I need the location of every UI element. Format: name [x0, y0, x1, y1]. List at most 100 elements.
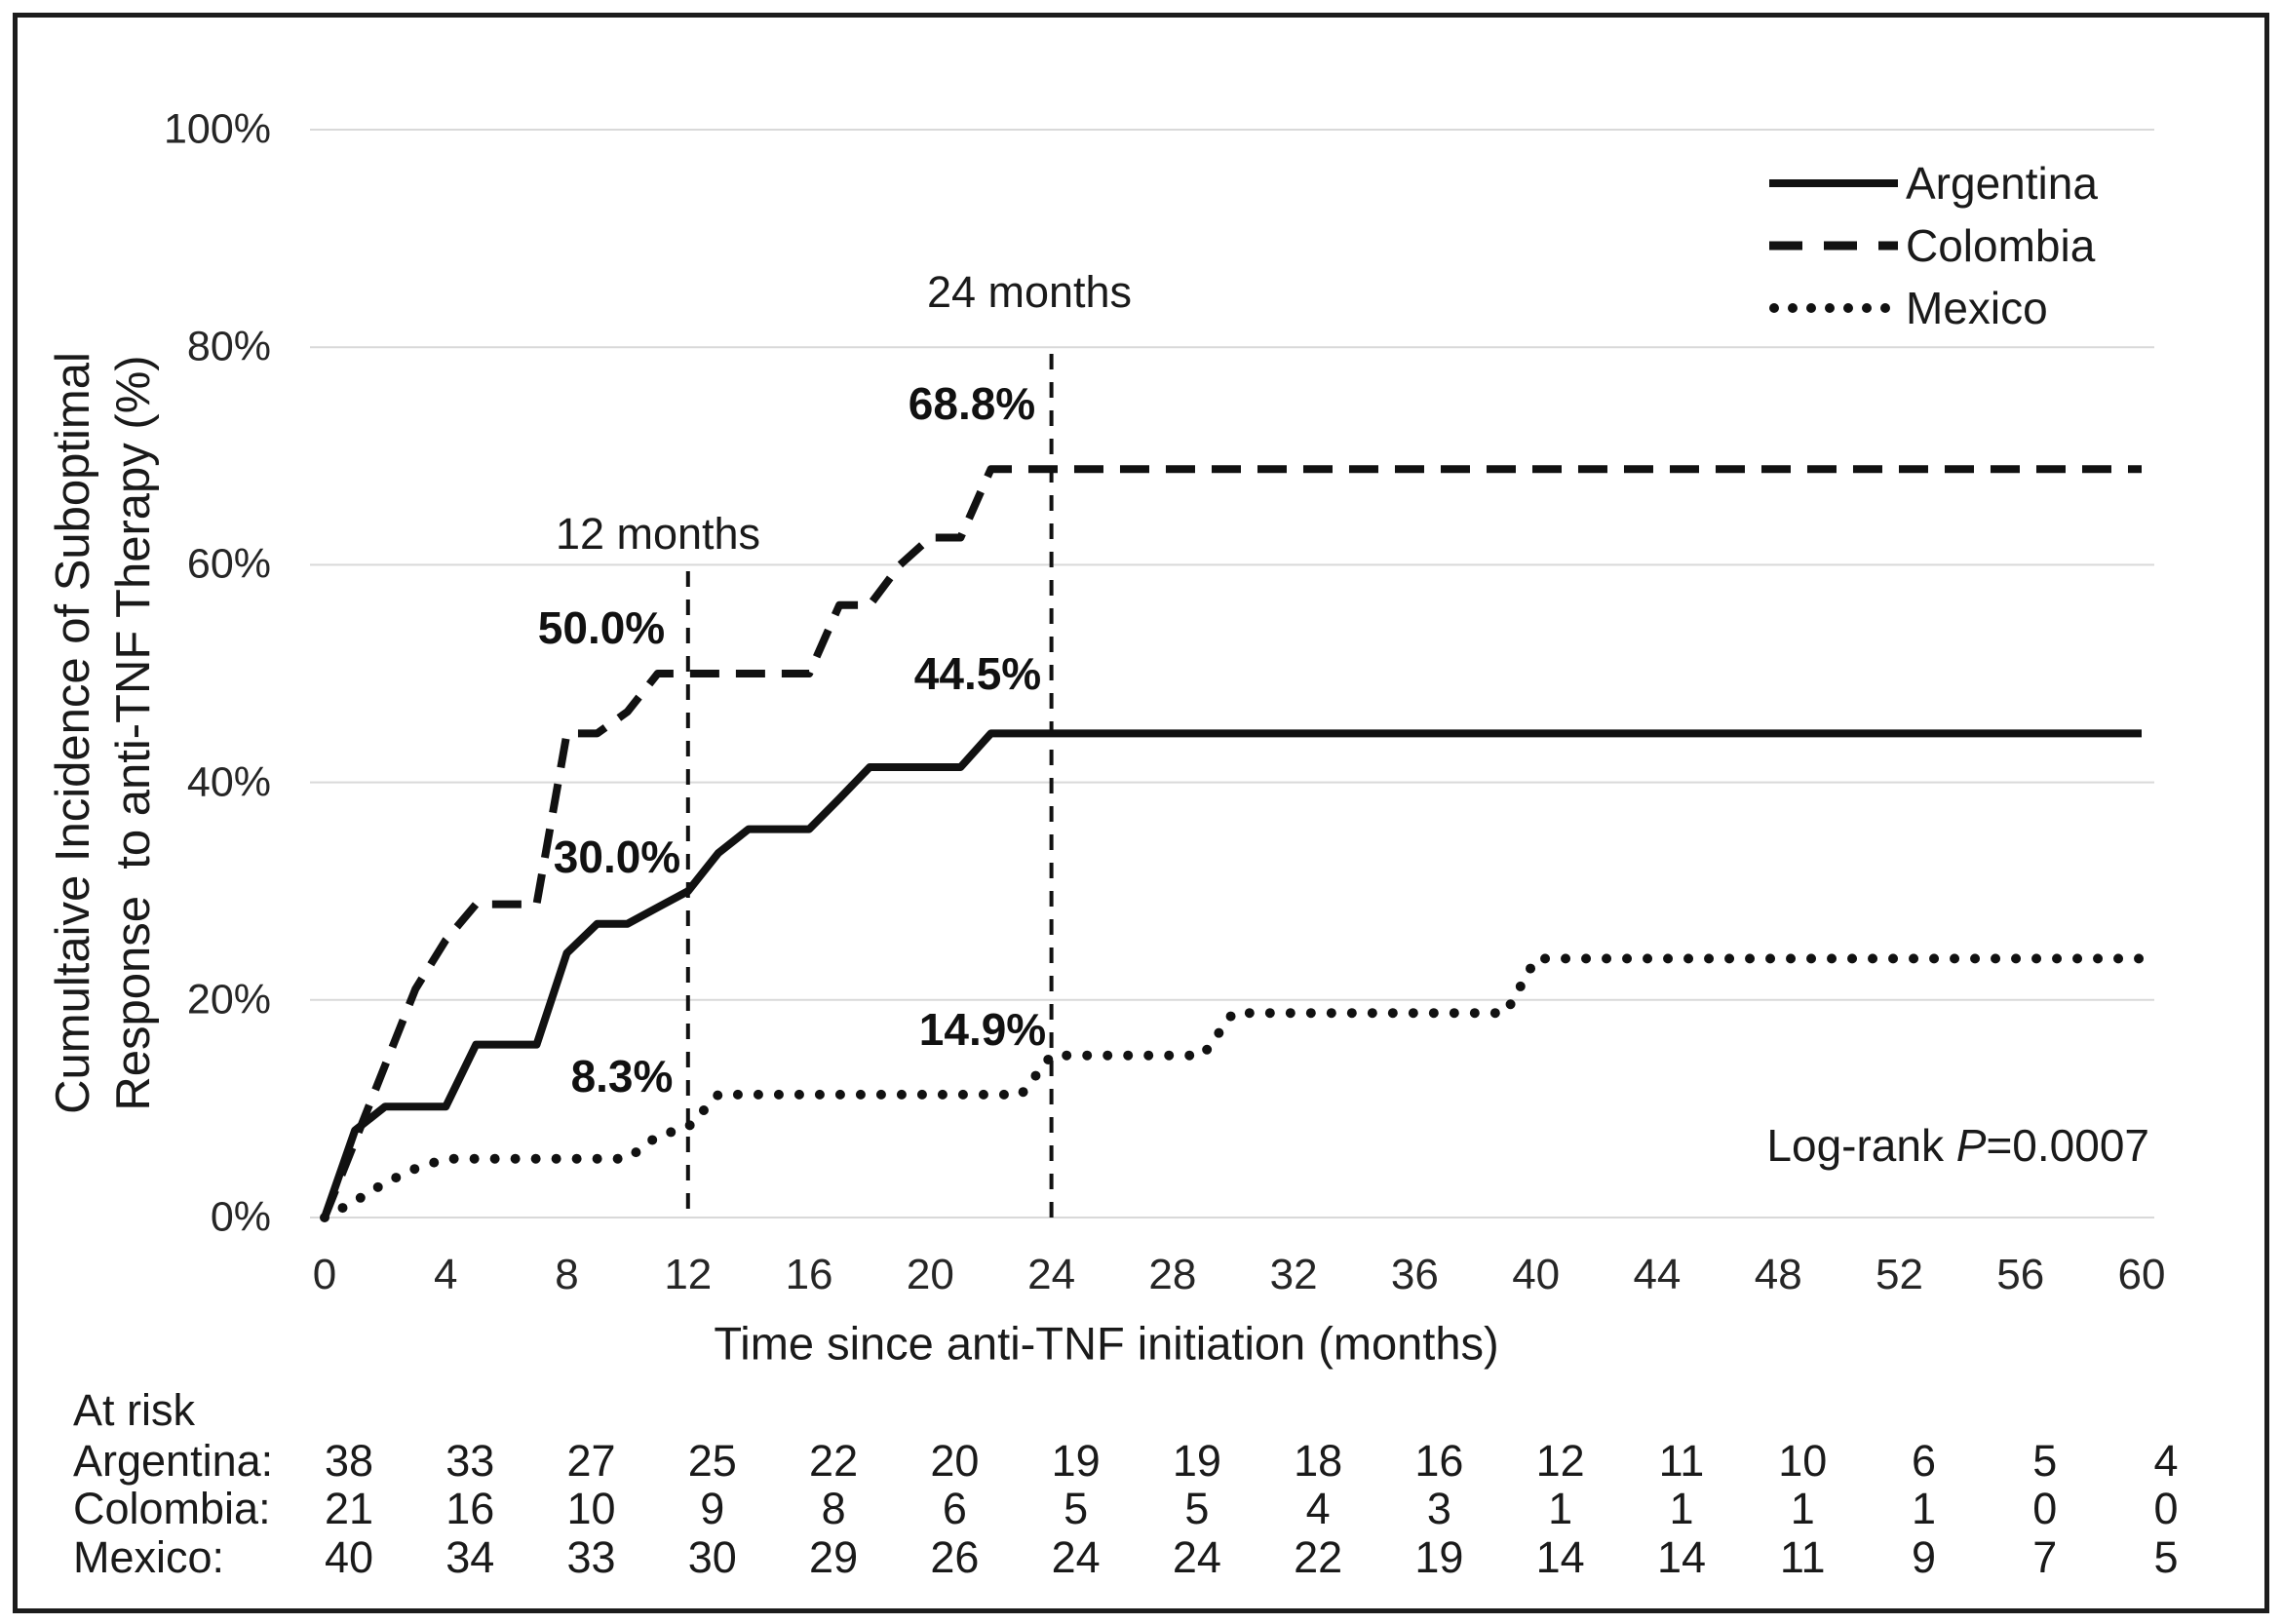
- x-tick-label-52: 52: [1875, 1251, 1923, 1298]
- at-risk-value-mexico-m8: 33: [566, 1532, 616, 1582]
- solid-line-icon: [1769, 179, 1898, 187]
- at-risk-value-argentina-m44: 11: [1658, 1436, 1705, 1486]
- y-tick-label-100: 100%: [164, 105, 271, 153]
- at-risk-value-argentina-m56: 5: [2032, 1436, 2058, 1486]
- at-risk-value-colombia-m52: 1: [1911, 1484, 1937, 1533]
- x-tick-label-12: 12: [664, 1251, 713, 1298]
- y-tick-label-80: 80%: [186, 323, 271, 370]
- at-risk-value-colombia-m24: 5: [1064, 1484, 1089, 1533]
- at-risk-value-mexico-m28: 24: [1172, 1532, 1221, 1582]
- legend-label: Mexico: [1906, 283, 2048, 333]
- at-risk-value-mexico-m44: 14: [1656, 1532, 1706, 1582]
- at-risk-value-colombia-m12: 9: [700, 1484, 725, 1533]
- at-risk-value-argentina-m32: 18: [1294, 1436, 1343, 1486]
- curve-mexico: [320, 953, 2147, 1222]
- at-risk-value-colombia-m16: 8: [821, 1484, 846, 1533]
- x-tick-label-40: 40: [1512, 1251, 1561, 1298]
- at-risk-value-argentina-m52: 6: [1911, 1436, 1937, 1486]
- legend-item-colombia: Colombia: [1769, 214, 2098, 277]
- y-tick-label-60: 60%: [186, 540, 271, 588]
- annotation-mexico-24mo: 14.9%: [918, 1004, 1047, 1055]
- annotation-colombia-24mo: 68.8%: [908, 378, 1036, 429]
- legend-item-argentina: Argentina: [1769, 152, 2098, 214]
- at-risk-value-argentina-m60: 4: [2153, 1436, 2179, 1486]
- at-risk-title: At risk: [73, 1385, 196, 1435]
- at-risk-value-argentina-m40: 12: [1535, 1436, 1585, 1486]
- at-risk-value-mexico-m4: 34: [445, 1532, 495, 1582]
- at-risk-value-mexico-m0: 40: [324, 1532, 374, 1582]
- dashed-line-icon: [1769, 241, 1898, 251]
- x-tick-label-32: 32: [1269, 1251, 1318, 1298]
- legend-label: Colombia: [1906, 220, 2096, 271]
- annotation-argentina-12mo: 30.0%: [553, 831, 681, 882]
- legend-item-mexico: Mexico: [1769, 277, 2098, 339]
- at-risk-value-mexico-m60: 5: [2153, 1532, 2179, 1582]
- at-risk-value-colombia-m28: 5: [1184, 1484, 1210, 1533]
- at-risk-value-argentina-m28: 19: [1172, 1436, 1221, 1486]
- at-risk-value-argentina-m4: 33: [445, 1436, 495, 1486]
- at-risk-value-colombia-m20: 6: [942, 1484, 967, 1533]
- log-rank-p-symbol: P: [1955, 1120, 1987, 1171]
- x-tick-label-4: 4: [434, 1251, 458, 1298]
- at-risk-value-mexico-m16: 29: [809, 1532, 859, 1582]
- at-risk-value-mexico-m20: 26: [930, 1532, 980, 1582]
- curve-colombia: [321, 465, 2142, 1219]
- at-risk-value-colombia-m32: 4: [1305, 1484, 1331, 1533]
- at-risk-value-colombia-m60: 0: [2153, 1484, 2179, 1533]
- at-risk-value-colombia-m56: 0: [2032, 1484, 2058, 1533]
- at-risk-value-argentina-m0: 38: [324, 1436, 374, 1486]
- reference-line-label-12-months: 12 months: [555, 509, 761, 559]
- at-risk-value-mexico-m48: 11: [1779, 1532, 1826, 1582]
- x-tick-label-28: 28: [1148, 1251, 1197, 1298]
- legend: Argentina Colombia Mexico: [1769, 152, 2098, 339]
- at-risk-value-colombia-m36: 3: [1426, 1484, 1451, 1533]
- x-tick-label-0: 0: [312, 1251, 337, 1298]
- at-risk-value-mexico-m24: 24: [1051, 1532, 1101, 1582]
- x-tick-label-44: 44: [1633, 1251, 1682, 1298]
- at-risk-value-argentina-m12: 25: [687, 1436, 737, 1486]
- at-risk-value-colombia-m0: 21: [324, 1484, 374, 1533]
- x-tick-label-60: 60: [2117, 1251, 2166, 1298]
- y-tick-label-20: 20%: [186, 976, 271, 1024]
- x-tick-label-24: 24: [1027, 1251, 1076, 1298]
- x-tick-label-8: 8: [555, 1251, 579, 1298]
- x-tick-label-36: 36: [1390, 1251, 1439, 1298]
- annotation-argentina-24mo: 44.5%: [913, 648, 1042, 699]
- at-risk-value-mexico-m56: 7: [2032, 1532, 2058, 1582]
- x-tick-label-48: 48: [1754, 1251, 1802, 1298]
- log-rank-note: Log-rank P=0.0007: [1711, 1119, 2149, 1172]
- at-risk-value-colombia-m8: 10: [566, 1484, 616, 1533]
- at-risk-row-label-argentina: Argentina:: [73, 1436, 274, 1486]
- figure-border: [13, 13, 2269, 1613]
- annotation-mexico-12mo: 8.3%: [570, 1051, 674, 1102]
- at-risk-value-mexico-m32: 22: [1294, 1532, 1343, 1582]
- annotation-colombia-12mo: 50.0%: [537, 602, 666, 653]
- at-risk-value-mexico-m52: 9: [1911, 1532, 1937, 1582]
- log-rank-prefix: Log-rank: [1766, 1120, 1956, 1171]
- y-tick-label-40: 40%: [186, 758, 271, 806]
- at-risk-value-colombia-m48: 1: [1790, 1484, 1815, 1533]
- at-risk-value-colombia-m40: 1: [1548, 1484, 1573, 1533]
- legend-label: Argentina: [1906, 158, 2098, 209]
- at-risk-value-argentina-m20: 20: [930, 1436, 980, 1486]
- at-risk-value-argentina-m24: 19: [1051, 1436, 1101, 1486]
- at-risk-row-label-colombia: Colombia:: [73, 1484, 271, 1533]
- at-risk-value-mexico-m40: 14: [1535, 1532, 1585, 1582]
- at-risk-value-mexico-m12: 30: [687, 1532, 737, 1582]
- log-rank-value: =0.0007: [1986, 1120, 2149, 1171]
- at-risk-value-mexico-m36: 19: [1414, 1532, 1464, 1582]
- curve-argentina: [321, 729, 2142, 1219]
- dotted-line-icon: [1769, 303, 1898, 313]
- at-risk-value-colombia-m4: 16: [445, 1484, 495, 1533]
- x-tick-label-16: 16: [785, 1251, 833, 1298]
- at-risk-value-argentina-m16: 22: [809, 1436, 859, 1486]
- at-risk-row-label-mexico: Mexico:: [73, 1532, 225, 1582]
- at-risk-value-argentina-m36: 16: [1414, 1436, 1464, 1486]
- x-tick-label-56: 56: [1996, 1251, 2045, 1298]
- reference-line-label-24-months: 24 months: [926, 267, 1133, 317]
- at-risk-value-argentina-m48: 10: [1778, 1436, 1828, 1486]
- x-tick-label-20: 20: [906, 1251, 954, 1298]
- at-risk-value-argentina-m8: 27: [566, 1436, 616, 1486]
